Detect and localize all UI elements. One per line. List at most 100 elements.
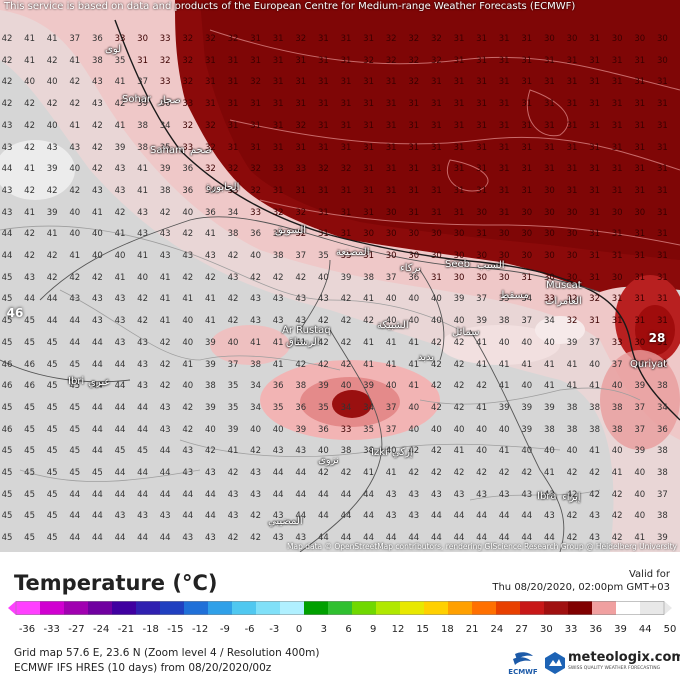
colorbar-segment (232, 601, 257, 615)
colorbar-tick-label: -12 (191, 624, 209, 635)
city-label-khaburah-ar: الخابورة (206, 182, 240, 193)
colorbar-segment (280, 601, 305, 615)
colorbar-tick-label: 21 (465, 624, 479, 635)
colorbar-segment (208, 601, 233, 615)
colorbar-tick-label: 18 (441, 624, 454, 635)
colorbar-tick-label: 0 (295, 624, 303, 635)
colorbar-tick-label: -18 (142, 624, 159, 635)
city-label-quriyat: Quriyat (630, 359, 668, 370)
colorbar-tick-label: -9 (219, 624, 230, 635)
colorbar-tick-label: 3 (320, 624, 327, 635)
colorbar-segment (424, 601, 449, 615)
valid-time: Thu 08/20/2020, 02:00pm GMT+03 (492, 582, 670, 593)
colorbar-tick-label: -21 (117, 624, 135, 635)
colorbar-segment (112, 601, 137, 615)
max-temp-badge: 46 (6, 306, 24, 320)
min-temp-badge: 28 (648, 331, 666, 345)
ecmwf-text: ECMWF (508, 668, 538, 676)
city-label-sohar-ar: صحار (158, 95, 181, 106)
colorbar-segment (640, 601, 665, 615)
colorbar-segment (88, 601, 113, 615)
city-label-ar-rustaq: Ar Rustaq (282, 325, 331, 336)
colorbar-tick-label: 6 (345, 624, 352, 635)
city-label-suwayq-ar: السويق (275, 225, 307, 236)
colorbar-tick-label: 12 (391, 624, 405, 635)
colorbar-right-arrow (664, 601, 672, 615)
legend-title: Temperature (°C) (14, 571, 218, 595)
grid-info: Grid map 57.6 E, 23.6 N (Zoom level 4 / … (14, 647, 320, 659)
colorbar-tick-label: 39 (614, 624, 627, 635)
city-label-liwa-ar: لوى (105, 44, 122, 55)
colorbar-left-arrow (8, 601, 16, 615)
colorbar-tick-label: -3 (269, 624, 280, 635)
colorbar-tick-label: 15 (416, 624, 430, 635)
city-label-izki-ar: إزكي (392, 447, 413, 458)
city-label-muscat: Muscat (546, 280, 582, 291)
colorbar-segment (16, 601, 41, 615)
colorbar-segment (40, 601, 65, 615)
colorbar-segment (64, 601, 89, 615)
meteologix-brand: meteologix.com (568, 650, 680, 665)
city-label-muscat-ar: مسقط (500, 290, 529, 301)
colorbar-tick-label: -24 (93, 624, 110, 635)
colorbar-tick-label: 30 (539, 624, 553, 635)
colorbar-segment (328, 601, 353, 615)
meteologix-icon (545, 652, 565, 674)
colorbar-segment (520, 601, 545, 615)
colorbar-tick-label: -15 (167, 624, 184, 635)
city-label-ibra-ar: إبراء (562, 492, 581, 503)
city-label-musannah-ar: المصنعة (336, 247, 370, 258)
valid-label: Valid for (628, 569, 670, 580)
colorbar-tick-label: 33 (564, 624, 578, 635)
colorbar-segment (136, 601, 161, 615)
colorbar-segment (352, 601, 377, 615)
city-label-seeb: Seeb (445, 259, 470, 270)
city-label-saham-ar: صحم (190, 145, 212, 156)
colorbar-tick-label: 27 (515, 624, 528, 635)
city-label-barka-ar: بركاء (400, 263, 421, 274)
colorbar-tick-label: 50 (663, 624, 677, 635)
city-label-ibra: Ibra (537, 491, 557, 502)
city-label-saham: Saham (150, 145, 185, 156)
colorbar-tick-label: 24 (490, 624, 504, 635)
meteologix-logo[interactable]: meteologix.com SWISS QUALITY WEATHER FOR… (544, 650, 680, 676)
ecmwf-logo[interactable]: ECMWF (503, 650, 543, 676)
city-label-amerat-ar: العامرات (545, 296, 582, 307)
colorbar-segment (472, 601, 497, 615)
city-label-seeb-ar: السيب (477, 260, 505, 271)
colorbar-segment (568, 601, 593, 615)
colorbar-segment (184, 601, 209, 615)
colorbar-segment (496, 601, 521, 615)
temperature-colorbar (8, 601, 672, 615)
colorbar-segment (544, 601, 569, 615)
colorbar-tick-label: 9 (370, 624, 377, 635)
map-attribution[interactable]: Map data © OpenStreetMap contributors, r… (287, 542, 677, 551)
colorbar-segment (256, 601, 281, 615)
ecmwf-notice: This service is based on data and produc… (4, 1, 576, 12)
colorbar-tick-label: -27 (68, 624, 85, 635)
model-info: ECMWF IFS HRES (10 days) from 08/20/2020… (14, 662, 272, 674)
colorbar-segment (592, 601, 617, 615)
colorbar-segment (448, 601, 473, 615)
city-label-mudaybi-ar: المضيبي (268, 516, 303, 527)
city-label-nizwa-ar: نزوى (318, 455, 339, 466)
city-label-sohar: Sohar (122, 94, 152, 105)
city-label-shubaykah-ar: الشبيكة (377, 320, 409, 331)
colorbar-segment (376, 601, 401, 615)
temperature-map[interactable]: 42 41 41 37 36 33 30 33 32 32 32 31 31 32 31 31 31 32 32 32… (0, 0, 680, 552)
city-label-ar-rustaq-ar: الرستاق (286, 337, 320, 348)
colorbar-tick-label: -6 (244, 624, 255, 635)
colorbar-tick-label: -33 (43, 624, 60, 635)
colorbar-segment (160, 601, 185, 615)
colorbar-tick-label: 44 (638, 624, 652, 635)
city-label-ibri-ar: عبري (88, 377, 111, 388)
map-background (0, 0, 680, 552)
meteologix-tagline: SWISS QUALITY WEATHER FORECASTING (568, 666, 661, 671)
colorbar-segment (616, 601, 641, 615)
city-label-ibri: Ibri (68, 376, 85, 387)
ecmwf-swoosh-icon: ECMWF (508, 652, 538, 676)
city-label-izki: Izki (371, 447, 388, 458)
colorbar-tick-label: 36 (589, 624, 603, 635)
colorbar-segment (304, 601, 329, 615)
colorbar-segment (400, 601, 425, 615)
